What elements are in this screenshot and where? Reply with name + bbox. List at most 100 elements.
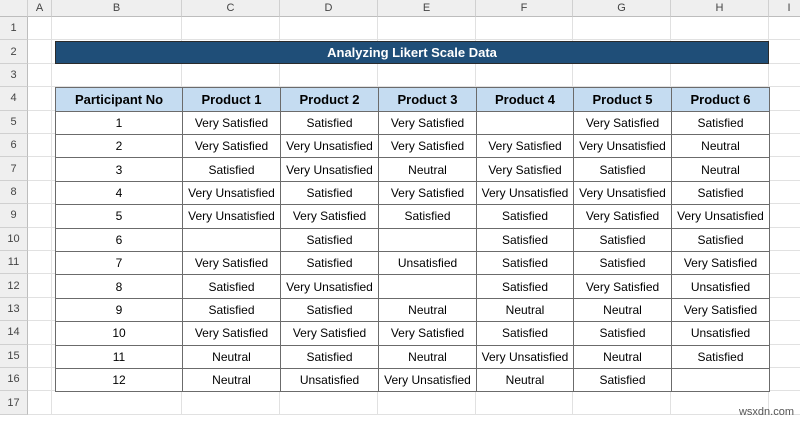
table-cell: Neutral: [378, 297, 477, 323]
table-cell: Neutral: [476, 297, 574, 323]
grid-cell: [28, 63, 52, 88]
table-cell: Very Unsatisfied: [280, 274, 379, 299]
grid-cell: [573, 391, 671, 415]
grid-cell: [28, 391, 52, 415]
grid-cell: [769, 274, 800, 298]
row-header: 14: [0, 321, 28, 345]
table-header: Product 3: [378, 87, 477, 112]
table-cell: Very Satisfied: [182, 110, 281, 135]
table-cell: Neutral: [671, 157, 770, 182]
grid-cell: [378, 391, 476, 415]
table-cell: Very Unsatisfied: [671, 204, 770, 229]
row-header: 7: [0, 157, 28, 181]
grid-cell: [671, 63, 769, 88]
table-cell: Neutral: [573, 344, 672, 369]
table-cell: 2: [55, 134, 183, 159]
empty-cell: [476, 110, 574, 135]
table-cell: Satisfied: [671, 180, 770, 206]
grid-cell: [769, 64, 800, 88]
table-header: Product 6: [671, 87, 770, 112]
grid-cell: [28, 321, 52, 345]
table-cell: Very Unsatisfied: [280, 157, 379, 182]
grid-cell: [769, 228, 800, 251]
table-cell: Neutral: [671, 134, 770, 159]
grid-cell: [671, 17, 769, 41]
table-cell: Very Satisfied: [182, 251, 281, 276]
table-cell: Satisfied: [671, 344, 770, 369]
table-header: Product 2: [280, 87, 379, 112]
grid-cell: [769, 251, 800, 275]
table-cell: Very Unsatisfied: [573, 180, 672, 206]
table-cell: Satisfied: [476, 274, 574, 299]
table-cell: Very Unsatisfied: [573, 134, 672, 159]
empty-cell: [671, 368, 770, 393]
grid-cell: [476, 63, 573, 88]
grid-cell: [671, 391, 769, 415]
grid-cell: [769, 181, 800, 205]
table-cell: Satisfied: [280, 251, 379, 276]
corner: [0, 0, 28, 17]
grid-cell: [476, 391, 573, 415]
table-cell: Satisfied: [182, 274, 281, 299]
table-cell: 3: [55, 157, 183, 182]
table-header: Product 4: [476, 87, 574, 112]
row-header: 3: [0, 63, 28, 88]
row-header: 17: [0, 391, 28, 415]
table-header: Participant No: [55, 87, 183, 112]
table-cell: Satisfied: [280, 227, 379, 252]
table-cell: Satisfied: [573, 251, 672, 276]
grid-cell: [769, 87, 800, 111]
grid-cell: [769, 157, 800, 181]
grid-cell: [182, 17, 280, 41]
grid-cell: [769, 345, 800, 368]
row-header: 15: [0, 344, 28, 368]
column-header: E: [378, 0, 476, 17]
table-cell: Satisfied: [280, 297, 379, 323]
table-cell: Very Satisfied: [378, 134, 477, 159]
table-cell: Very Satisfied: [182, 321, 281, 346]
table-cell: Very Satisfied: [476, 157, 574, 182]
grid-cell: [28, 40, 52, 64]
table-cell: Very Satisfied: [280, 321, 379, 346]
grid-cell: [769, 204, 800, 228]
grid-cell: [378, 17, 476, 41]
table-cell: Satisfied: [280, 344, 379, 369]
table-cell: Unsatisfied: [671, 274, 770, 299]
table-cell: Very Unsatisfied: [182, 180, 281, 206]
column-header: C: [182, 0, 280, 17]
empty-cell: [378, 274, 477, 299]
table-cell: Very Satisfied: [573, 110, 672, 135]
table-cell: Satisfied: [671, 110, 770, 135]
empty-cell: [182, 227, 281, 252]
row-header: 12: [0, 274, 28, 298]
grid-cell: [28, 180, 52, 205]
table-cell: Very Satisfied: [671, 251, 770, 276]
table-cell: 12: [55, 368, 183, 393]
table-cell: Unsatisfied: [378, 251, 477, 276]
grid-cell: [28, 368, 52, 392]
grid-cell: [28, 274, 52, 298]
table-header: Product 1: [182, 87, 281, 112]
table-cell: Very Satisfied: [378, 110, 477, 135]
table-cell: 7: [55, 251, 183, 276]
table-cell: Satisfied: [378, 204, 477, 229]
table-header: Product 5: [573, 87, 672, 112]
table-cell: Satisfied: [476, 321, 574, 346]
table-cell: Very Unsatisfied: [476, 344, 574, 369]
table-cell: 9: [55, 297, 183, 323]
table-cell: Satisfied: [476, 251, 574, 276]
grid-cell: [769, 298, 800, 322]
table-cell: Unsatisfied: [280, 368, 379, 393]
column-header: F: [476, 0, 573, 17]
grid-cell: [573, 63, 671, 88]
grid-cell: [280, 17, 378, 41]
grid-cell: [28, 251, 52, 275]
table-cell: Very Unsatisfied: [476, 180, 574, 206]
table-cell: Very Satisfied: [280, 204, 379, 229]
column-header: B: [52, 0, 182, 17]
table-cell: Very Satisfied: [182, 134, 281, 159]
grid-cell: [769, 134, 800, 158]
grid-cell: [28, 344, 52, 368]
row-header: 6: [0, 134, 28, 158]
